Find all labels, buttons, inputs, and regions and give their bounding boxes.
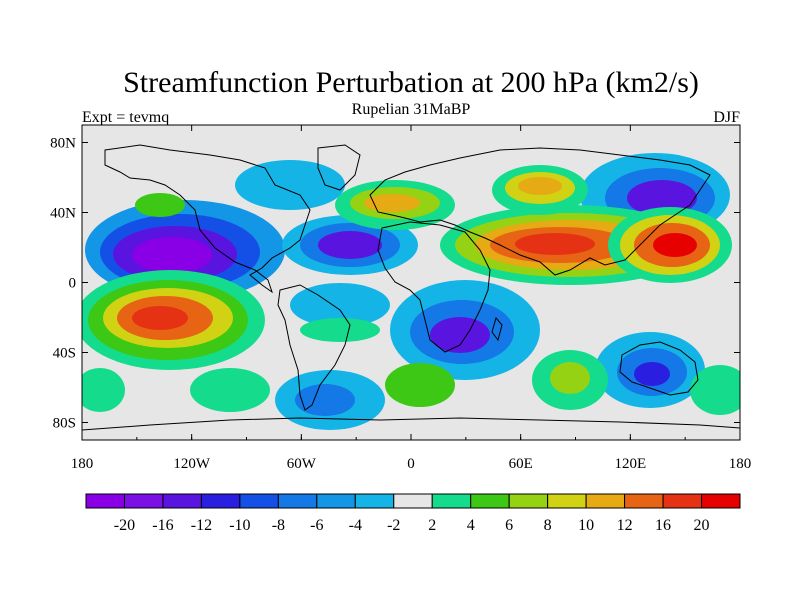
colorbar-box [316,493,356,509]
colorbar-box [624,493,664,509]
positive-anomalies [82,165,740,415]
map-subtitle: Rupelian 31MaBP [352,101,471,118]
anomaly-nam-low [235,160,345,210]
colorbar-label: -10 [229,517,250,534]
contour-fields [82,153,740,430]
anomaly-epac-green [690,365,740,415]
anomaly-sa-green [190,368,270,412]
lon-tick-label: 180 [71,456,94,472]
colorbar-label: 4 [467,517,475,534]
anomaly-sam-green [300,318,380,342]
colorbar-label: -4 [349,517,362,534]
colorbar-label: 10 [578,517,594,534]
coast-africa [377,221,491,353]
colorbar-label: -16 [152,517,173,534]
lat-tick-label: 80S [53,416,76,432]
lat-tick-label: 40N [50,206,76,222]
anomaly-npacific-low-core3 [132,237,212,273]
colorbar-label: 12 [617,517,633,534]
experiment-label: Expt = tevmq [82,109,169,126]
colorbar-box [200,493,241,509]
colorbar-box [662,493,703,509]
season-label: DJF [713,109,740,126]
lon-tick-label: 120E [614,456,646,472]
colorbar-box [585,493,626,509]
colorbar-label: -8 [272,517,285,534]
longitude-axis: 180 120W 60W 0 60E 120E 180 [71,125,752,472]
colorbar-box [277,493,318,509]
colorbar-box [547,493,587,509]
anomaly-nasia-low-core2 [627,180,697,216]
latitude-axis: 80N 40N 0 40S 80S [50,136,740,432]
colorbar-label: 2 [428,517,436,534]
anomaly-sam-band [290,283,390,327]
anomaly-spacific-high-c4 [132,306,188,330]
lon-tick-label: 120W [173,456,211,472]
colorbar-box [162,493,202,509]
colorbar-box [701,493,741,509]
anomaly-wpacific-high-c3 [653,233,697,257]
anomaly-satl-green [385,363,455,407]
colorbar-box [123,493,164,509]
colorbar-label: -6 [310,517,323,534]
lon-tick-label: 0 [407,456,415,472]
anomaly-satlantic-low-core [295,384,355,416]
colorbar-label: 8 [544,517,552,534]
coastlines [82,144,740,431]
colorbar-box [508,493,549,509]
colorbar-label: 16 [655,517,671,534]
anomaly-wpac-green [82,368,125,412]
colorbar-box [354,493,395,509]
colorbar-label: -12 [191,517,212,534]
map-panel: 180 120W 60W 0 60E 120E 180 80N 40N 0 40S 80S [50,124,752,472]
colorbar: -20 -16 -12 -10 -8 -6 -4 -2 2 4 6 8 10 12 16 20 [85,493,741,534]
anomaly-asia-high-c4 [515,233,595,255]
colorbar-label: -2 [387,517,400,534]
anomaly-sindian-green-c [550,362,590,394]
anomaly-natlantic-low-core2 [318,231,382,259]
colorbar-label: 6 [505,517,513,534]
coast-south-america [277,284,351,411]
anomaly-safrica-low-core2 [430,317,490,353]
lat-tick-label: 0 [69,276,77,292]
lat-tick-label: 40S [53,346,76,362]
lon-tick-label: 60W [287,456,317,472]
coast-australia [619,341,699,396]
colorbar-box [239,493,279,509]
anomaly-siberia-high-c2 [518,177,562,195]
coast-madagascar [491,316,503,342]
lon-tick-label: 180 [729,456,752,472]
coast-north-america [104,144,311,294]
colorbar-box [393,493,433,509]
coast-antarctica [82,417,740,431]
anomaly-pacific-green [135,193,185,217]
colorbar-box [431,493,472,509]
map-title: Streamfunction Perturbation at 200 hPa (… [123,66,699,99]
lat-tick-label: 80N [50,136,76,152]
lon-tick-label: 60E [509,456,533,472]
colorbar-label: -20 [114,517,135,534]
colorbar-box [85,493,125,509]
colorbar-label: 20 [694,517,710,534]
anomaly-australia-low-core2 [634,362,670,386]
coast-greenland [317,144,361,191]
colorbar-box [470,493,510,509]
anomaly-europe-high-c2 [364,194,420,212]
coast-eurasia [369,147,711,276]
